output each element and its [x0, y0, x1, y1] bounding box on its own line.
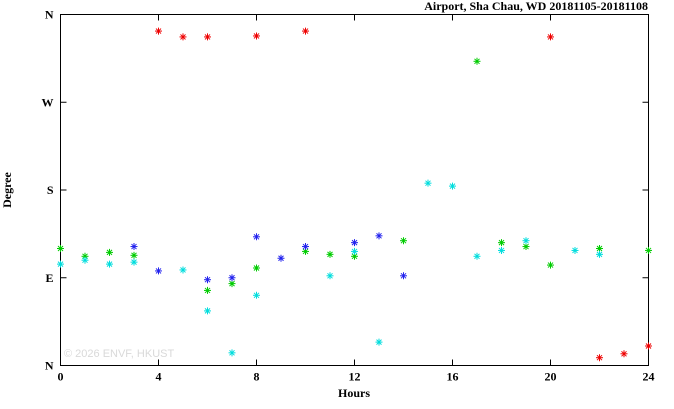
- data-point-green: [57, 245, 64, 252]
- data-point-green: [351, 252, 358, 260]
- data-point-green: [522, 243, 530, 251]
- plot-area: [60, 14, 649, 366]
- data-point-blue: [277, 254, 285, 262]
- data-point-green: [473, 57, 481, 65]
- data-point-cyan: [204, 307, 211, 315]
- data-point-cyan: [253, 291, 260, 299]
- x-tick-label: 8: [254, 370, 260, 384]
- x-tick-label: 0: [58, 370, 64, 384]
- data-point-cyan: [596, 250, 603, 258]
- data-point-blue: [351, 239, 358, 247]
- watermark: © 2026 ENVF, HKUST: [64, 348, 174, 360]
- y-tick-label: S: [47, 183, 54, 197]
- data-point-red: [155, 27, 162, 35]
- x-tick-label: 4: [156, 370, 162, 384]
- data-point-cyan: [424, 179, 432, 187]
- y-tick-label: N: [45, 8, 54, 22]
- data-point-cyan: [449, 182, 456, 190]
- y-tick-label: W: [42, 95, 54, 109]
- data-point-red: [645, 342, 652, 350]
- data-point-green: [106, 248, 113, 256]
- data-point-cyan: [326, 272, 334, 280]
- data-point-cyan: [498, 246, 505, 254]
- data-point-red: [204, 33, 211, 41]
- data-point-cyan: [81, 256, 89, 264]
- data-point-blue: [375, 232, 383, 240]
- data-point-red: [596, 354, 603, 362]
- x-ticks: 0 4 8 12 16 20 24: [58, 14, 655, 384]
- data-point-red: [179, 33, 187, 41]
- x-axis-label: Hours: [338, 386, 370, 400]
- data-point-red: [302, 27, 309, 35]
- data-point-red: [620, 350, 628, 358]
- data-point-green: [498, 239, 505, 247]
- data-point-green: [596, 245, 603, 252]
- data-point-cyan: [473, 252, 481, 260]
- data-point-blue: [302, 243, 309, 251]
- data-point-red: [253, 32, 260, 40]
- x-tick-label: 12: [349, 370, 361, 384]
- data-point-cyan: [522, 237, 530, 245]
- data-point-cyan: [106, 260, 113, 268]
- data-point-green: [253, 264, 260, 272]
- x-tick-label: 20: [545, 370, 557, 384]
- y-ticks: N E S W N: [42, 8, 649, 373]
- data-point-blue: [130, 243, 138, 251]
- data-point-cyan: [375, 338, 383, 346]
- data-point-cyan: [57, 260, 64, 268]
- data-points: [57, 27, 652, 362]
- data-point-green: [326, 250, 334, 258]
- data-point-green: [130, 251, 138, 259]
- data-point-green: [228, 280, 236, 288]
- data-point-blue: [155, 267, 162, 275]
- data-point-cyan: [130, 258, 138, 266]
- data-point-green: [547, 261, 554, 269]
- data-point-cyan: [571, 246, 579, 254]
- x-tick-label: 24: [643, 370, 655, 384]
- data-point-cyan: [228, 349, 236, 357]
- data-point-blue: [400, 272, 407, 280]
- data-point-cyan: [179, 266, 187, 274]
- data-point-cyan: [351, 247, 358, 255]
- y-axis-label: Degree: [0, 171, 14, 207]
- x-tick-label: 16: [447, 370, 459, 384]
- data-point-green: [400, 237, 407, 245]
- y-tick-label: E: [45, 271, 53, 285]
- data-point-green: [302, 247, 309, 255]
- data-point-blue: [204, 276, 211, 284]
- data-point-red: [547, 33, 554, 41]
- y-tick-label: N: [45, 359, 54, 373]
- data-point-blue: [253, 233, 260, 241]
- data-point-blue: [228, 274, 236, 282]
- data-point-green: [204, 286, 211, 294]
- data-point-green: [645, 246, 652, 254]
- chart-title: Airport, Sha Chau, WD 20181105-20181108: [424, 0, 648, 13]
